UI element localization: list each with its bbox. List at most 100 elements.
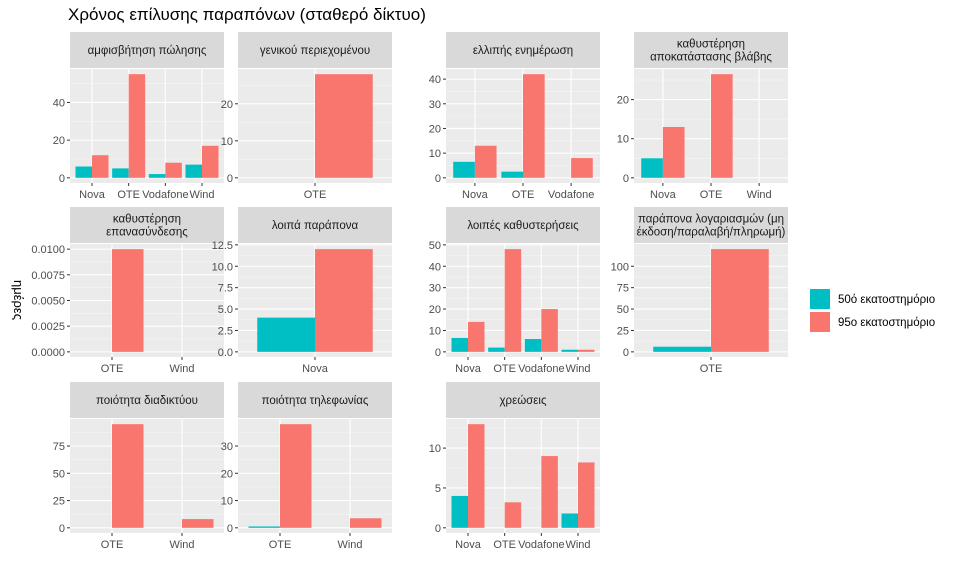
facet-title: λοιπά παράπονα	[272, 220, 359, 232]
p50-bar	[524, 339, 542, 352]
y-tick-label: 0	[435, 173, 441, 185]
p95-bar	[202, 145, 219, 178]
x-tick-label: Vodafone	[518, 539, 565, 551]
x-tick-label: Wind	[565, 363, 590, 375]
p50-bar	[653, 346, 711, 352]
y-axis-title: ημέρες	[11, 280, 26, 320]
p95-bar	[92, 155, 109, 178]
p95-bar	[711, 74, 733, 178]
y-tick-label: 100	[611, 261, 629, 273]
y-tick-label: 10	[429, 325, 441, 337]
legend-key	[810, 312, 830, 332]
facet-title: καθυστέρηση	[677, 39, 745, 51]
facet-strip	[70, 207, 224, 243]
y-tick-label: 20	[429, 304, 441, 316]
x-tick-label: OTE	[304, 189, 327, 201]
facet-title: ποιότητα διαδικτύου	[96, 395, 198, 407]
p95-bar	[350, 518, 382, 528]
p95-bar	[280, 424, 312, 528]
y-tick-label: 0	[59, 173, 65, 185]
p50-bar	[501, 171, 523, 178]
facet-title: γενικού περιεχομένου	[260, 45, 370, 57]
y-tick-label: 25	[617, 325, 629, 337]
y-tick-label: 7.5	[218, 283, 233, 295]
y-tick-label: 2.5	[218, 325, 233, 337]
x-tick-label: Wind	[565, 539, 590, 551]
p95-bar	[112, 249, 144, 352]
y-tick-label: 0	[59, 523, 65, 535]
panel-background	[238, 419, 392, 533]
p95-bar	[711, 249, 769, 352]
facet-strip	[446, 32, 600, 68]
p95-bar	[541, 309, 558, 352]
p95-bar	[504, 502, 522, 528]
p95-bar	[165, 162, 182, 178]
x-tick-label: Vodafone	[142, 189, 189, 201]
x-tick-label: Wind	[189, 189, 214, 201]
x-tick-label: Nova	[455, 363, 482, 375]
facet-strip	[634, 207, 788, 243]
x-tick-label: Wind	[747, 189, 772, 201]
p50-bar	[561, 349, 578, 352]
facet-title: παράπονα λογαριασμών (μη	[638, 214, 784, 226]
p95-bar	[468, 321, 485, 352]
x-tick-label: Wind	[337, 539, 362, 551]
facet-title: ποιότητα τηλεφωνίας	[262, 395, 369, 407]
p95-bar	[578, 349, 595, 352]
p95-bar	[523, 74, 545, 178]
x-tick-label: OTE	[493, 539, 516, 551]
p95-bar	[474, 145, 497, 178]
facet-title: χρεώσεις	[499, 395, 546, 407]
facet-title: επανασύνδεσης	[106, 227, 188, 239]
p50-bar	[185, 164, 202, 178]
x-tick-label: Wind	[169, 363, 194, 375]
x-tick-label: Nova	[302, 363, 329, 375]
y-tick-label: 0.0075	[31, 270, 65, 282]
y-tick-label: 30	[429, 283, 441, 295]
legend-key	[810, 289, 830, 309]
facet-strip	[446, 207, 600, 243]
facet-title: καθυστέρηση	[113, 214, 181, 226]
facet-title: έκδοση/παραλαβή/πληρωμή)	[637, 227, 786, 239]
y-tick-label: 0	[435, 347, 441, 359]
p50-bar	[561, 513, 578, 528]
facet-strip	[238, 207, 392, 243]
y-tick-label: 25	[53, 496, 65, 508]
facet-strip	[446, 382, 600, 418]
x-tick-label: Nova	[455, 539, 482, 551]
p95-bar	[504, 249, 522, 352]
facet-title: αποκατάστασης βλάβης	[650, 52, 772, 64]
y-tick-label: 20	[429, 123, 441, 135]
p95-bar	[315, 249, 373, 352]
facet-title: ελλιπής ενημέρωση	[473, 45, 573, 57]
p95-bar	[182, 519, 214, 528]
p95-bar	[112, 424, 144, 528]
x-tick-label: Nova	[462, 189, 489, 201]
x-tick-label: OTE	[512, 189, 535, 201]
y-tick-label: 50	[617, 304, 629, 316]
p50-bar	[248, 526, 280, 528]
y-tick-label: 5.0	[218, 304, 233, 316]
p50-bar	[451, 337, 468, 352]
x-tick-label: OTE	[101, 539, 124, 551]
y-tick-label: 20	[221, 468, 233, 480]
facet-title: αμφισβήτηση πώλησης	[88, 45, 207, 57]
p95-bar	[571, 158, 593, 178]
x-tick-label: OTE	[700, 189, 723, 201]
legend-label: 95ο εκατοστημόριο	[838, 317, 935, 329]
facet-strip	[238, 32, 392, 68]
y-tick-label: 0	[435, 523, 441, 535]
y-tick-label: 10	[429, 148, 441, 160]
p50-bar	[641, 158, 663, 178]
p95-bar	[128, 74, 146, 178]
p95-bar	[662, 126, 685, 178]
p95-bar	[468, 424, 485, 528]
chart-title: Χρόνος επίλυσης παραπόνων (σταθερό δίκτυ…	[68, 5, 426, 24]
y-tick-label: 40	[429, 74, 441, 86]
y-tick-label: 40	[53, 97, 65, 109]
p50-bar	[453, 161, 475, 178]
x-tick-label: Vodafone	[548, 189, 595, 201]
y-tick-label: 50	[429, 240, 441, 252]
y-tick-label: 0.0000	[31, 347, 65, 359]
y-tick-label: 30	[429, 99, 441, 111]
